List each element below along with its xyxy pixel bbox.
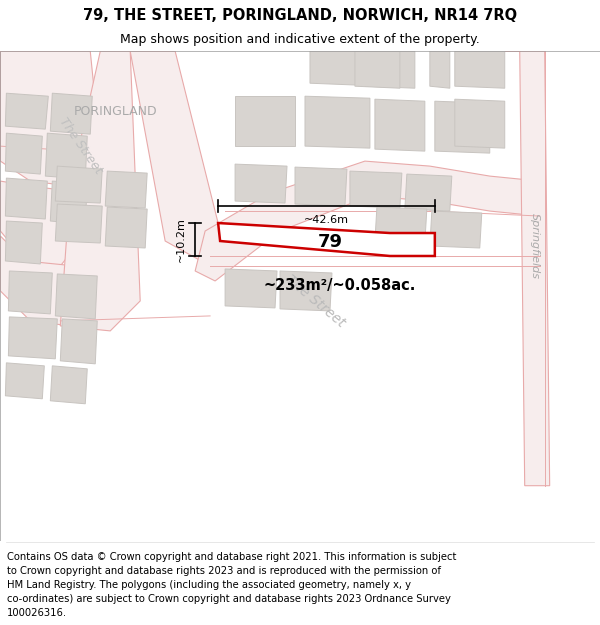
Polygon shape bbox=[375, 99, 425, 151]
Polygon shape bbox=[310, 51, 360, 85]
Polygon shape bbox=[430, 51, 450, 88]
Polygon shape bbox=[61, 51, 140, 331]
Polygon shape bbox=[225, 269, 277, 308]
Polygon shape bbox=[50, 366, 87, 404]
Polygon shape bbox=[105, 171, 147, 208]
Polygon shape bbox=[280, 271, 332, 311]
Polygon shape bbox=[1, 51, 100, 186]
Text: to Crown copyright and database rights 2023 and is reproduced with the permissio: to Crown copyright and database rights 2… bbox=[7, 566, 441, 576]
Polygon shape bbox=[405, 174, 452, 211]
Polygon shape bbox=[5, 178, 47, 219]
Polygon shape bbox=[130, 51, 230, 266]
Text: Contains OS data © Crown copyright and database right 2021. This information is : Contains OS data © Crown copyright and d… bbox=[7, 552, 457, 562]
Polygon shape bbox=[455, 51, 505, 88]
Polygon shape bbox=[235, 164, 287, 203]
Text: ~42.6m: ~42.6m bbox=[304, 215, 349, 225]
Polygon shape bbox=[5, 133, 43, 174]
Text: ~10.2m: ~10.2m bbox=[176, 217, 186, 262]
Polygon shape bbox=[520, 51, 550, 486]
Text: PORINGLAND: PORINGLAND bbox=[73, 104, 157, 118]
Polygon shape bbox=[195, 161, 539, 281]
Polygon shape bbox=[1, 236, 90, 326]
Text: ~233m²/~0.058ac.: ~233m²/~0.058ac. bbox=[264, 279, 416, 294]
Polygon shape bbox=[355, 51, 400, 88]
Polygon shape bbox=[105, 207, 147, 248]
Polygon shape bbox=[50, 93, 92, 134]
Text: 79, THE STREET, PORINGLAND, NORWICH, NR14 7RQ: 79, THE STREET, PORINGLAND, NORWICH, NR1… bbox=[83, 8, 517, 23]
Polygon shape bbox=[235, 96, 295, 146]
Polygon shape bbox=[350, 171, 402, 208]
Text: 79: 79 bbox=[317, 233, 343, 251]
Polygon shape bbox=[61, 319, 97, 364]
Text: Map shows position and indicative extent of the property.: Map shows position and indicative extent… bbox=[120, 34, 480, 46]
Polygon shape bbox=[55, 204, 102, 243]
Text: Springfields: Springfields bbox=[530, 213, 540, 279]
Polygon shape bbox=[8, 271, 52, 314]
Polygon shape bbox=[1, 181, 80, 266]
Text: HM Land Registry. The polygons (including the associated geometry, namely x, y: HM Land Registry. The polygons (includin… bbox=[7, 580, 411, 590]
Polygon shape bbox=[455, 99, 505, 148]
Text: co-ordinates) are subject to Crown copyright and database rights 2023 Ordnance S: co-ordinates) are subject to Crown copyr… bbox=[7, 594, 451, 604]
Polygon shape bbox=[55, 166, 102, 203]
Polygon shape bbox=[435, 101, 490, 153]
Polygon shape bbox=[430, 211, 482, 248]
Polygon shape bbox=[55, 274, 97, 319]
Polygon shape bbox=[305, 96, 370, 148]
Polygon shape bbox=[5, 363, 44, 399]
Polygon shape bbox=[50, 181, 87, 224]
Text: The Street: The Street bbox=[56, 116, 104, 177]
Polygon shape bbox=[5, 93, 49, 129]
Polygon shape bbox=[8, 317, 58, 359]
Polygon shape bbox=[375, 207, 427, 243]
Polygon shape bbox=[365, 51, 415, 88]
Polygon shape bbox=[218, 223, 435, 256]
Polygon shape bbox=[295, 167, 347, 206]
Text: The Street: The Street bbox=[283, 272, 347, 329]
Polygon shape bbox=[5, 221, 43, 264]
Polygon shape bbox=[46, 133, 87, 179]
Text: 100026316.: 100026316. bbox=[7, 608, 67, 618]
